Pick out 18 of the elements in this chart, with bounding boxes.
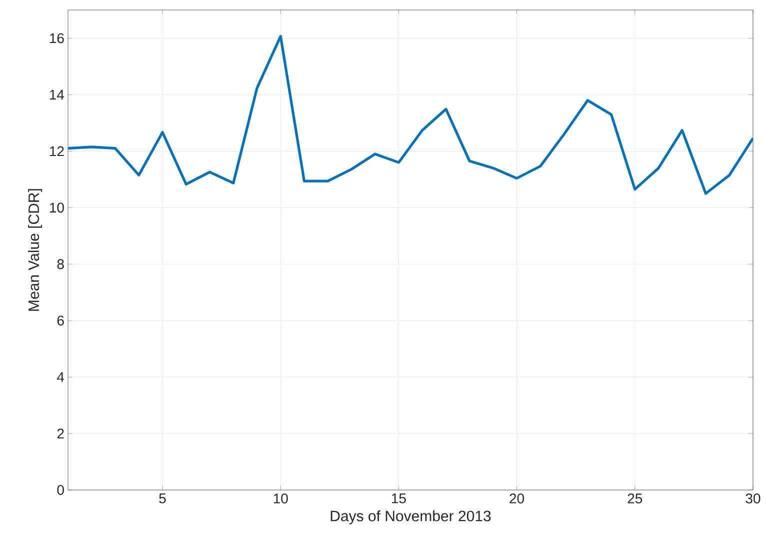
y-tick-label: 8	[57, 259, 64, 270]
y-tick-label: 16	[50, 33, 64, 44]
line-series	[68, 34, 753, 195]
y-tick-label: 10	[50, 202, 64, 213]
x-tick-label: 30	[746, 494, 760, 504]
x-tick-label: 5	[159, 494, 166, 504]
x-tick-label: 10	[274, 494, 288, 504]
y-tick-label: 12	[50, 146, 64, 156]
x-axis-title: Days of November 2013	[330, 510, 491, 524]
y-tick-label: 0	[57, 485, 64, 495]
y-tick-label: 2	[57, 428, 64, 438]
y-tick-label: 14	[50, 90, 64, 100]
y-axis-title: Mean Value [CDR]	[28, 189, 42, 311]
y-tick-label: 4	[57, 372, 64, 382]
x-tick-label: 20	[510, 494, 524, 504]
y-tick-label: 6	[57, 316, 64, 326]
x-tick-label: 25	[628, 494, 642, 504]
x-tick-label: 15	[392, 494, 406, 504]
